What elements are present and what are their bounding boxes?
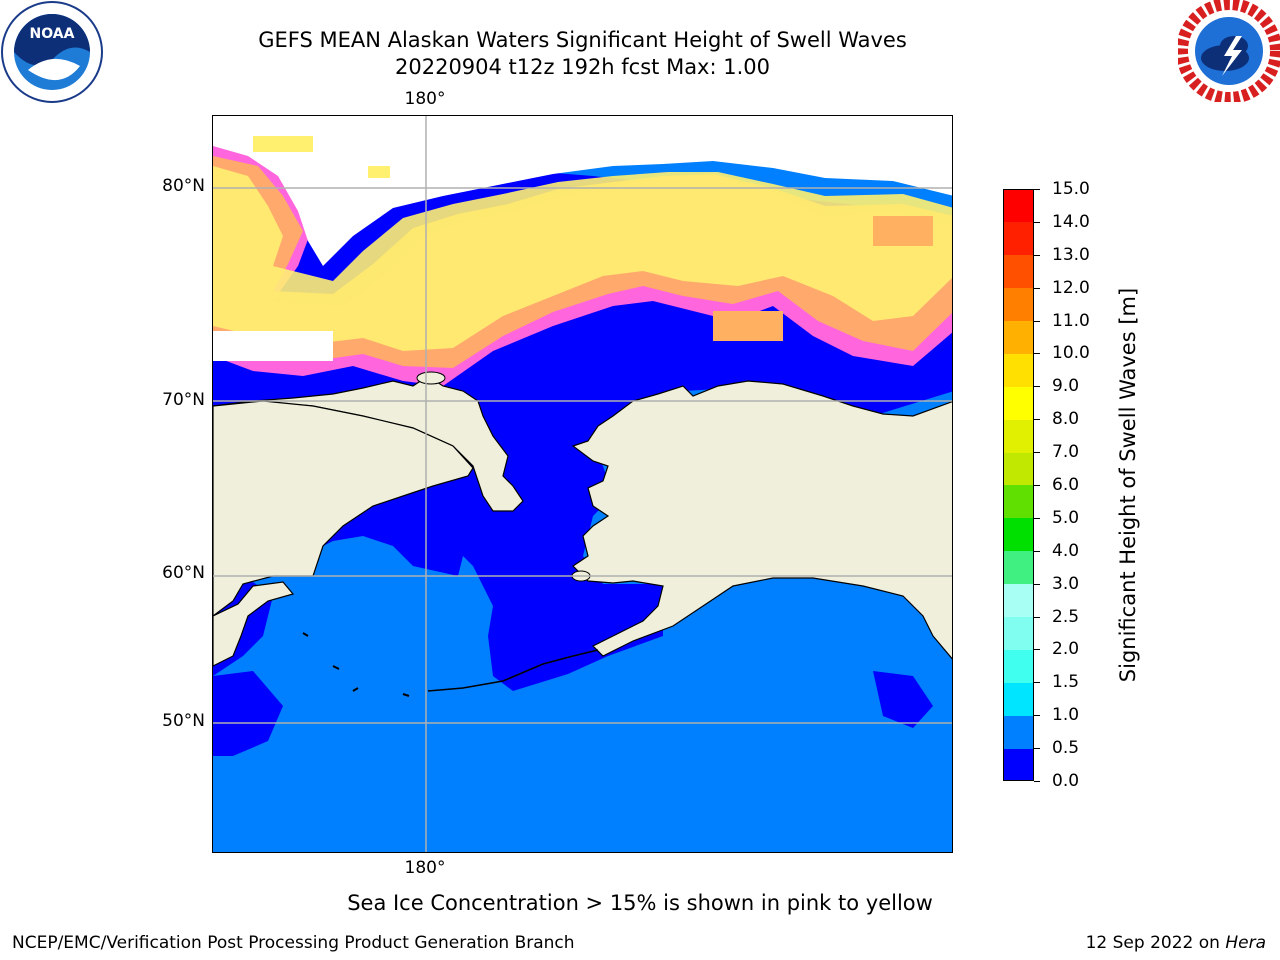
colorbar-bin bbox=[1003, 715, 1034, 749]
ice-patch bbox=[873, 216, 933, 246]
colorbar-tick-label: 1.5 bbox=[1052, 672, 1080, 693]
ice-free-white bbox=[213, 116, 952, 266]
colorbar-tick-label: 0.0 bbox=[1052, 771, 1080, 791]
colorbar-tick-label: 7.0 bbox=[1052, 442, 1080, 463]
colorbar-tick-label: 3.0 bbox=[1052, 573, 1080, 594]
colorbar-tick-label: 2.0 bbox=[1052, 639, 1080, 660]
colorbar-tick bbox=[1034, 517, 1040, 519]
colorbar-bin bbox=[1003, 386, 1034, 420]
colorbar-tick bbox=[1034, 715, 1040, 717]
lat-tick-50: 50°N bbox=[162, 711, 205, 731]
land-kamchatka-tip bbox=[213, 581, 295, 667]
ice-patch bbox=[713, 311, 783, 341]
colorbar-tick-label: 14.0 bbox=[1052, 211, 1090, 232]
ice-patch bbox=[368, 166, 390, 178]
colorbar-tick bbox=[1034, 748, 1040, 750]
colorbar-tick bbox=[1034, 485, 1040, 486]
colorbar-tick bbox=[1034, 386, 1040, 388]
colorbar-bin bbox=[1003, 221, 1034, 256]
lat-tick-70: 70°N bbox=[162, 390, 205, 410]
colorbar-tick bbox=[1034, 616, 1040, 618]
colorbar-bin bbox=[1003, 616, 1034, 650]
colorbar-bin bbox=[1003, 583, 1034, 618]
colorbar-bin bbox=[1003, 682, 1034, 716]
lon-tick-bottom: 180° bbox=[404, 858, 446, 878]
colorbar-bin bbox=[1003, 254, 1034, 289]
colorbar-bin bbox=[1003, 485, 1034, 519]
chart-subtitle: 20220904 t12z 192h fcst Max: 1.00 bbox=[395, 55, 770, 79]
ice-note: Sea Ice Concentration > 15% is shown in … bbox=[347, 891, 933, 915]
colorbar-tick-label: 12.0 bbox=[1052, 277, 1090, 298]
colorbar-tick bbox=[1034, 221, 1040, 223]
lat-tick-80: 80°N bbox=[162, 176, 205, 196]
colorbar-tick-label: 5.0 bbox=[1052, 507, 1080, 528]
colorbar-bin bbox=[1003, 550, 1034, 585]
sea-ice-yellow bbox=[213, 166, 952, 351]
colorbar-title-text: Significant Height of Swell Waves [m] bbox=[1116, 287, 1140, 683]
lon-tick-top: 180° bbox=[404, 89, 446, 109]
chart-title: GEFS MEAN Alaskan Waters Significant Hei… bbox=[258, 28, 907, 52]
colorbar-tick-label: 8.0 bbox=[1052, 409, 1080, 430]
map-canvas bbox=[213, 116, 952, 852]
colorbar-tick bbox=[1034, 419, 1040, 421]
colorbar-tick-label: 9.0 bbox=[1052, 376, 1080, 397]
colorbar-tick bbox=[1034, 254, 1040, 256]
colorbar-tick bbox=[1034, 550, 1040, 552]
footer-date: 12 Sep 2022 on Hera bbox=[1086, 933, 1266, 953]
colorbar-tick-label: 2.5 bbox=[1052, 606, 1080, 627]
land-kamchatka bbox=[213, 400, 474, 617]
ocean-swell-0-0p5-southwest bbox=[213, 671, 283, 756]
colorbar-bin bbox=[1003, 287, 1034, 322]
colorbar-bin bbox=[1003, 452, 1034, 486]
colorbar-bin bbox=[1003, 353, 1034, 387]
land-wrangel-island bbox=[416, 371, 446, 385]
map-grid bbox=[213, 116, 952, 852]
noaa-logo-icon: NOAA bbox=[1, 1, 103, 103]
footer-credit: NCEP/EMC/Verification Post Processing Pr… bbox=[12, 933, 575, 953]
colorbar-tick bbox=[1034, 452, 1040, 454]
colorbar-tick bbox=[1034, 353, 1040, 355]
colorbar-bin bbox=[1003, 748, 1034, 782]
colorbar-tick-label: 10.0 bbox=[1052, 343, 1090, 364]
lat-tick-60: 60°N bbox=[162, 563, 205, 583]
colorbar-tick-label: 11.0 bbox=[1052, 310, 1090, 331]
ocean-swell-0-0p5-gulf bbox=[873, 671, 933, 728]
ice-free-patch bbox=[213, 331, 333, 361]
map-panel bbox=[212, 115, 953, 853]
colorbar-tick bbox=[1034, 189, 1040, 190]
colorbar-frame bbox=[1003, 189, 1034, 781]
noaa-logo-text: NOAA bbox=[30, 26, 75, 42]
colorbar-bin bbox=[1003, 517, 1034, 552]
colorbar-tick-label: 6.0 bbox=[1052, 475, 1080, 495]
ice-patch bbox=[253, 136, 313, 152]
colorbar-tick bbox=[1034, 320, 1040, 322]
colorbar-bin bbox=[1003, 320, 1034, 354]
nws-logo-icon bbox=[1178, 0, 1280, 102]
footer-machine: Hera bbox=[1225, 933, 1266, 953]
colorbar-tick-label: 1.0 bbox=[1052, 705, 1080, 726]
colorbar-bin bbox=[1003, 189, 1034, 223]
colorbar-tick bbox=[1034, 649, 1040, 651]
colorbar-tick-label: 15.0 bbox=[1052, 179, 1090, 199]
land-alaska bbox=[571, 380, 952, 660]
footer-date-text: 12 Sep 2022 on bbox=[1085, 933, 1220, 953]
colorbar bbox=[1003, 189, 1034, 782]
colorbar-tick bbox=[1034, 781, 1040, 782]
colorbar-tick-label: 4.0 bbox=[1052, 540, 1080, 561]
colorbar-tick bbox=[1034, 583, 1040, 585]
colorbar-bin bbox=[1003, 419, 1034, 453]
aleutian-islands bbox=[427, 649, 599, 692]
colorbar-tick bbox=[1034, 287, 1040, 289]
colorbar-tick-label: 0.5 bbox=[1052, 738, 1080, 759]
colorbar-tick-label: 13.0 bbox=[1052, 244, 1090, 265]
small-islands bbox=[302, 632, 410, 697]
colorbar-bin bbox=[1003, 649, 1034, 683]
colorbar-tick bbox=[1034, 682, 1040, 684]
